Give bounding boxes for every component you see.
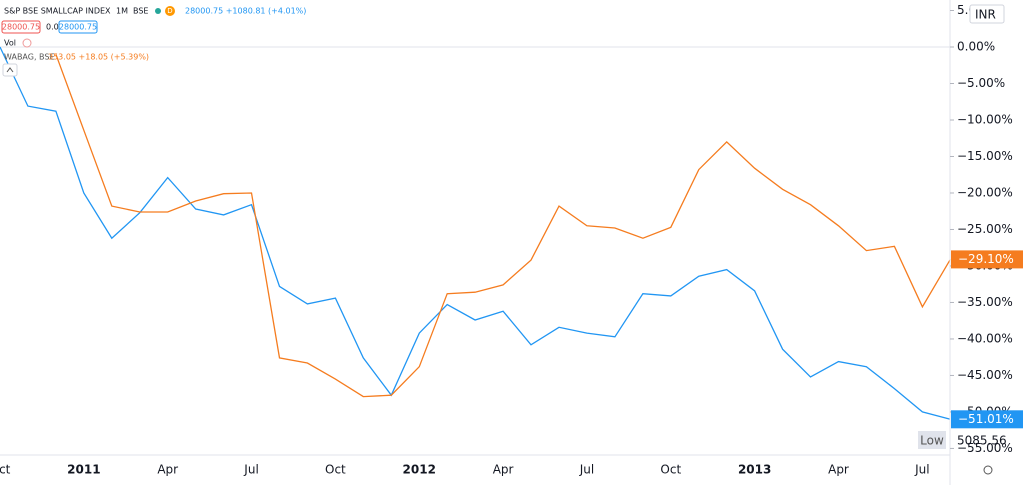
- plot-area: [0, 46, 951, 420]
- series-line: [0, 46, 951, 420]
- last-value-label: −29.10%: [958, 252, 1014, 266]
- low-label-box: [918, 431, 946, 449]
- series-line: [55, 54, 951, 398]
- currency: INR: [975, 8, 996, 22]
- last-value-badge: [951, 250, 1023, 269]
- x-tick-label: Apr: [493, 463, 514, 477]
- x-tick-label: 2011: [67, 463, 100, 477]
- y-tick-label: 0.00%: [957, 40, 995, 54]
- x-tick-label: 2013: [738, 463, 771, 477]
- y-tick-label: −35.00%: [957, 295, 1013, 309]
- price-box-text: 28000.75: [2, 23, 40, 32]
- interval: 1M: [116, 7, 128, 16]
- currency-button[interactable]: [969, 4, 1005, 24]
- y-tick-label: −40.00%: [957, 331, 1013, 345]
- x-tick-label: Oct: [0, 463, 11, 477]
- low-label: Low: [920, 434, 944, 448]
- last-value-label: −51.01%: [958, 412, 1014, 426]
- x-tick-label: Jul: [914, 463, 929, 477]
- exchange: BSE: [133, 7, 148, 16]
- y-tick-label: −10.00%: [957, 112, 1013, 126]
- legend: S&P BSE SMALLCAP INDEX 1M BSE D 28000.75…: [1, 6, 306, 77]
- x-tick-label: Jul: [243, 463, 258, 477]
- compare-quote: 353.05 +18.05 (+5.39%): [48, 53, 149, 62]
- y-tick-label: −20.00%: [957, 185, 1013, 199]
- y-tick-label: −5.00%: [957, 76, 1005, 90]
- x-tick-label: Oct: [325, 463, 346, 477]
- x-tick-label: Apr: [828, 463, 849, 477]
- chevron: [6, 67, 14, 73]
- y-tick-label: −55.00%: [957, 441, 1013, 455]
- y-tick-label: −25.00%: [957, 222, 1013, 236]
- volume-label: Vol: [4, 39, 16, 48]
- time-axis: Oct 2011 Apr Jul Oct 2012 Apr Jul Oct 2013 Apr Jul: [0, 463, 930, 477]
- x-tick-label: Jul: [579, 463, 594, 477]
- low-value: 5085.56: [957, 434, 1007, 448]
- collapse-button[interactable]: [2, 63, 18, 77]
- status-dot: [155, 8, 161, 14]
- y-tick-label: −15.00%: [957, 149, 1013, 163]
- price-axis: 5.00%0.00%−5.00%−10.00%−15.00%−20.00%−25…: [950, 3, 1023, 455]
- price-box[interactable]: [1, 20, 41, 34]
- settings-button[interactable]: [983, 465, 993, 475]
- x-tick-label: Apr: [157, 463, 178, 477]
- volume-icon[interactable]: [22, 38, 32, 48]
- quote: 28000.75 +1080.81 (+4.01%): [185, 7, 306, 16]
- badge: D: [167, 7, 172, 15]
- x-tick-label: 2012: [403, 463, 436, 477]
- symbol-title[interactable]: S&P BSE SMALLCAP INDEX: [4, 7, 111, 16]
- last-value-badge: [951, 410, 1023, 429]
- price-box[interactable]: [58, 20, 98, 34]
- x-tick-label: Oct: [660, 463, 681, 477]
- price-change: 0.00: [46, 23, 64, 32]
- badge-circle: [165, 6, 175, 16]
- y-tick-label: −45.00%: [957, 368, 1013, 382]
- compare-name[interactable]: WABAG, BSE: [4, 53, 55, 62]
- price-box-text: 28000.75: [59, 23, 97, 32]
